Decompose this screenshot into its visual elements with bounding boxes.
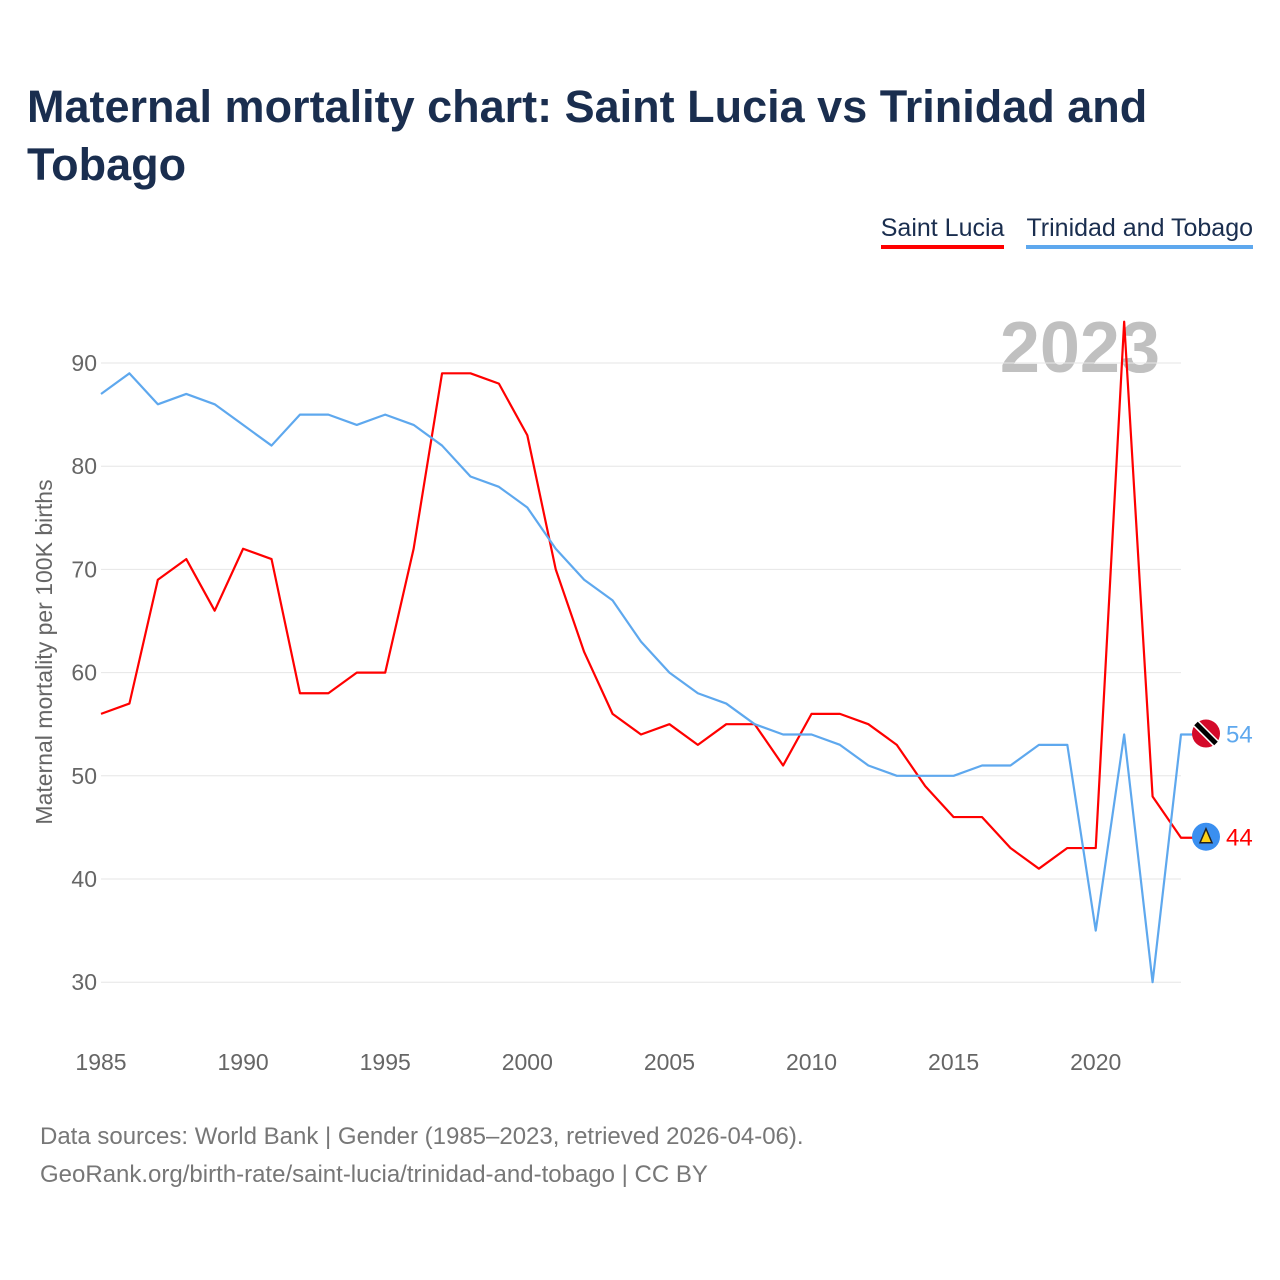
y-tick-label: 30 (71, 969, 97, 995)
chart-title: Maternal mortality chart: Saint Lucia vs… (27, 81, 1148, 190)
y-tick-label: 40 (71, 866, 97, 892)
y-tick-label: 60 (71, 660, 97, 686)
x-tick-label: 1990 (218, 1049, 269, 1075)
end-value-label: 44 (1226, 825, 1253, 852)
y-tick-label: 90 (71, 350, 97, 376)
y-tick-label: 80 (71, 453, 97, 479)
y-tick-label: 50 (71, 763, 97, 789)
footer-sources: Data sources: World Bank | Gender (1985–… (40, 1123, 804, 1150)
series-line-1 (100, 372, 1195, 984)
footer-link[interactable]: GeoRank.org/birth-rate/saint-lucia/trini… (40, 1161, 708, 1188)
x-tick-label: 1995 (360, 1049, 411, 1075)
x-tick-label: 2005 (644, 1049, 695, 1075)
line-chart: 2023 Maternal mortality per 100K births … (31, 308, 1253, 1075)
flag-triangle (1198, 826, 1214, 844)
x-tick-label: 2020 (1070, 1049, 1121, 1075)
y-axis-label: Maternal mortality per 100K births (31, 479, 57, 824)
legend-trinidad-and-tobago[interactable]: Trinidad and Tobago (1026, 214, 1253, 249)
legend: Saint Lucia Trinidad and Tobago (880, 214, 1253, 249)
x-tick-label: 1985 (75, 1049, 126, 1075)
x-tick-label: 2000 (502, 1049, 553, 1075)
footer: Data sources: World Bank | Gender (1985–… (40, 1118, 804, 1194)
x-tick-label: 2010 (786, 1049, 837, 1075)
x-tick-label: 2015 (928, 1049, 979, 1075)
end-value-label: 54 (1226, 722, 1253, 749)
legend-saint-lucia[interactable]: Saint Lucia (880, 214, 1005, 249)
series-line-0 (100, 320, 1195, 870)
year-watermark: 2023 (1000, 308, 1160, 388)
flag-stripe (1194, 721, 1218, 746)
y-tick-label: 70 (71, 556, 97, 582)
